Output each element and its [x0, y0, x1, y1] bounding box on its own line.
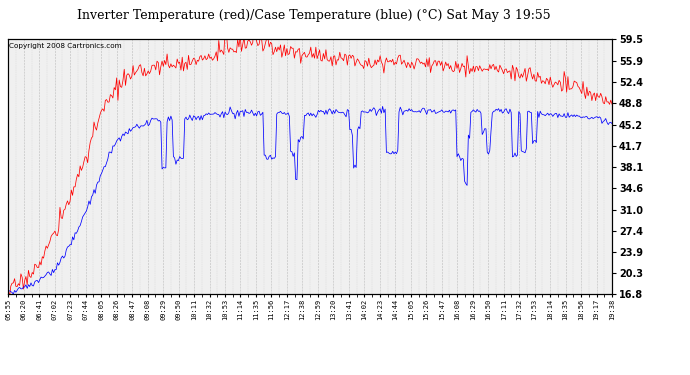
Text: Inverter Temperature (red)/Case Temperature (blue) (°C) Sat May 3 19:55: Inverter Temperature (red)/Case Temperat…	[77, 9, 551, 22]
Text: Copyright 2008 Cartronics.com: Copyright 2008 Cartronics.com	[9, 43, 121, 49]
